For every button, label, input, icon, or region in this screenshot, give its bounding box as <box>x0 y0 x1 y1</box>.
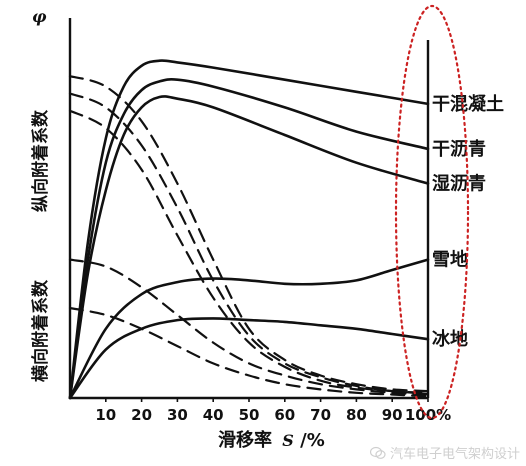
x-axis-title-var: S <box>282 431 294 450</box>
x-tick-label: 90 <box>382 406 403 424</box>
x-ticks: 10 20 30 40 50 60 70 80 90 100% <box>95 398 451 424</box>
y-axis-symbol: φ <box>32 7 47 26</box>
longitudinal-curve-0 <box>68 59 430 400</box>
series-group <box>68 59 430 400</box>
axes <box>68 18 430 400</box>
longitudinal-curve-1 <box>68 78 430 400</box>
x-tick-label: 70 <box>310 406 331 424</box>
y-axis-label-upper: 纵向附着系数 <box>30 109 51 212</box>
x-axis-title-suffix: /% <box>300 430 325 451</box>
watermark-text: 汽车电子电气架构设计 <box>389 447 520 462</box>
curve-label: 雪地 <box>432 249 468 271</box>
curve-label: 干沥青 <box>432 139 486 160</box>
longitudinal-curve-4 <box>68 317 430 400</box>
x-tick-label: 50 <box>239 406 260 424</box>
lateral-curve-5 <box>68 75 430 393</box>
longitudinal-curve-2 <box>68 95 430 400</box>
x-tick-label: 40 <box>203 406 224 424</box>
x-tick-label: 20 <box>131 406 152 424</box>
curve-label: 干混凝土 <box>432 93 504 115</box>
x-tick-label: 10 <box>95 406 116 424</box>
lateral-curve-7 <box>68 109 430 395</box>
x-axis-title: 滑移率 S /% <box>218 429 325 451</box>
x-tick-label: 60 <box>274 406 295 424</box>
wechat-icon <box>369 446 386 459</box>
watermark: 汽车电子电气架构设计 <box>369 443 520 462</box>
x-axis-title-prefix: 滑移率 <box>218 429 272 451</box>
lateral-curve-8 <box>68 258 430 396</box>
lateral-curve-9 <box>68 306 430 398</box>
curve-label: 冰地 <box>432 328 468 350</box>
longitudinal-curve-3 <box>68 258 430 400</box>
highlight-ellipse <box>394 4 470 420</box>
x-tick-label: 30 <box>167 406 188 424</box>
x-tick-label: 100% <box>405 406 451 424</box>
y-axis-label-lower: 横向附着系数 <box>30 279 51 382</box>
lateral-curve-6 <box>68 92 430 394</box>
x-tick-label: 80 <box>346 406 367 424</box>
curve-label: 湿沥青 <box>432 173 486 194</box>
